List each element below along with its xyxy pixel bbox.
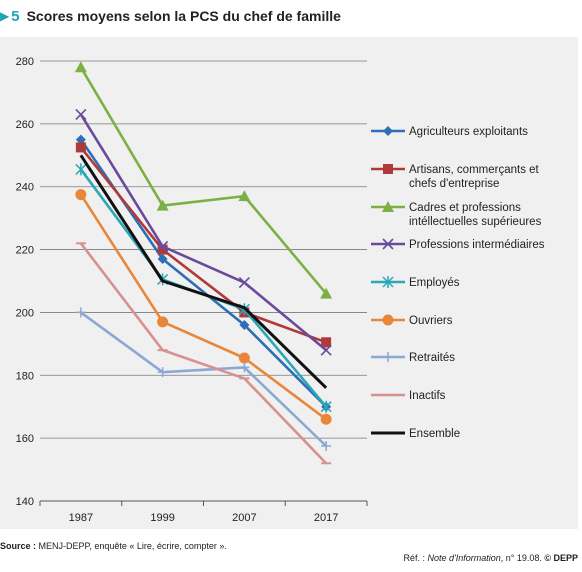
- legend-swatch-marker: [382, 276, 394, 288]
- ref-number: , n° 19.08.: [500, 553, 545, 563]
- series-ouvriers: [75, 189, 332, 425]
- legend-label: Inactifs: [409, 390, 446, 402]
- legend-label: Ensemble: [409, 428, 460, 440]
- legend-item-ouvriers: Ouvriers: [371, 314, 453, 327]
- chart-title: Scores moyens selon la PCS du chef de fa…: [26, 8, 341, 24]
- series-line: [79, 242, 328, 465]
- series-line: [79, 66, 328, 295]
- chart-background: [0, 37, 578, 529]
- series-line: [79, 193, 327, 421]
- series-retraites: [75, 307, 332, 451]
- legend-label: Ouvriers: [409, 315, 453, 327]
- reference-note: Réf. : Note d'Information, n° 19.08. © D…: [403, 553, 578, 563]
- y-tick-label: 160: [16, 433, 34, 445]
- series-line: [79, 138, 328, 408]
- series-ensemble: [79, 154, 328, 389]
- data-point: [75, 189, 87, 201]
- figure-title-bar: ▶ 5 Scores moyens selon la PCS du chef d…: [0, 6, 341, 26]
- ref-label: Réf. :: [403, 553, 428, 563]
- series-line: [79, 146, 327, 344]
- legend-item-retraites: Retraités: [371, 352, 455, 364]
- x-tick-label: 2017: [314, 512, 338, 524]
- y-tick-label: 200: [16, 307, 34, 319]
- data-point: [320, 400, 332, 413]
- play-icon: ▶: [0, 9, 10, 23]
- data-point: [75, 163, 87, 176]
- data-point: [320, 287, 333, 299]
- source-label: Source :: [0, 541, 37, 551]
- legend-label: Retraités: [409, 352, 455, 364]
- source-text: MENJ-DEPP, enquête « Lire, écrire, compt…: [36, 541, 227, 551]
- data-point: [157, 367, 168, 378]
- data-point: [75, 108, 87, 120]
- y-tick-label: 280: [16, 56, 34, 68]
- data-point: [75, 307, 86, 318]
- series-cadres-et-professions-intellectuelles-superieures: [74, 61, 333, 299]
- y-tick-label: 260: [16, 119, 34, 131]
- data-point: [157, 244, 168, 255]
- data-point: [156, 199, 169, 211]
- series-line: [79, 113, 327, 352]
- series-line: [79, 154, 328, 389]
- y-tick-label: 220: [16, 245, 34, 257]
- y-tick-label: 240: [16, 182, 34, 194]
- legend-label: Employés: [409, 277, 460, 289]
- legend-swatch-marker: [383, 164, 393, 174]
- data-point: [157, 254, 168, 264]
- data-point: [239, 362, 250, 373]
- legend-swatch-marker: [383, 352, 393, 362]
- legend-label: chefs d'entreprise: [409, 178, 499, 190]
- series-line: [80, 311, 328, 447]
- legend-item-agriculteurs-exploitants: Agriculteurs exploitants: [371, 126, 528, 138]
- legend-item-ensemble: Ensemble: [371, 428, 460, 440]
- legend-item-professions-intermediaires: Professions intermédiaires: [371, 238, 545, 251]
- legend-label: Professions intermédiaires: [409, 239, 545, 251]
- data-point: [239, 320, 250, 330]
- legend-item-inactifs: Inactifs: [371, 390, 446, 402]
- data-point: [321, 337, 332, 348]
- legend-swatch-marker: [382, 314, 394, 326]
- legend-swatch-marker: [383, 126, 393, 136]
- data-point: [320, 344, 332, 356]
- data-point: [238, 190, 251, 202]
- data-point: [75, 134, 86, 145]
- data-point: [238, 352, 250, 364]
- legend-item-employes: Employés: [371, 276, 460, 289]
- line-chart: 140 160 180 200 220 240 260 280 1987 1999 2007 2017…: [16, 56, 545, 524]
- legend-swatch-marker: [382, 201, 394, 212]
- y-tick-label: 140: [16, 496, 34, 508]
- legend-item-cadres-et-professions-intellectuelles-superieures: Cadres et professions intéllectuelles sup…: [371, 201, 542, 228]
- data-point: [75, 142, 86, 153]
- legend-label: Agriculteurs exploitants: [409, 126, 528, 138]
- x-tick-label: 1987: [69, 512, 93, 524]
- y-tick-label: 180: [16, 370, 34, 382]
- series-professions-intermediaires: [75, 108, 332, 356]
- legend-label: Cadres et professions: [409, 202, 521, 214]
- source-note: Source : MENJ-DEPP, enquête « Lire, écri…: [0, 541, 227, 551]
- data-point: [320, 413, 332, 425]
- ref-copyright: © DEPP: [544, 553, 578, 563]
- x-tick-label: 2007: [232, 512, 256, 524]
- ref-publication: Note d'Information: [427, 553, 501, 563]
- data-point: [157, 240, 169, 252]
- legend-label: intéllectuelles supérieures: [409, 216, 542, 228]
- data-point: [74, 61, 87, 73]
- legend-item-artisans-commercants-et-chefs-d-entreprise: Artisans, commerçants et chefs d'entrepri…: [371, 164, 540, 190]
- figure-number: 5: [11, 7, 20, 25]
- legend-swatch-marker: [382, 238, 394, 250]
- data-point: [157, 316, 169, 328]
- legend-label: Artisans, commerçants et: [409, 164, 540, 176]
- data-point: [238, 277, 250, 289]
- data-point: [321, 441, 332, 451]
- series-inactifs: [75, 242, 332, 465]
- x-tick-label: 1999: [150, 512, 174, 524]
